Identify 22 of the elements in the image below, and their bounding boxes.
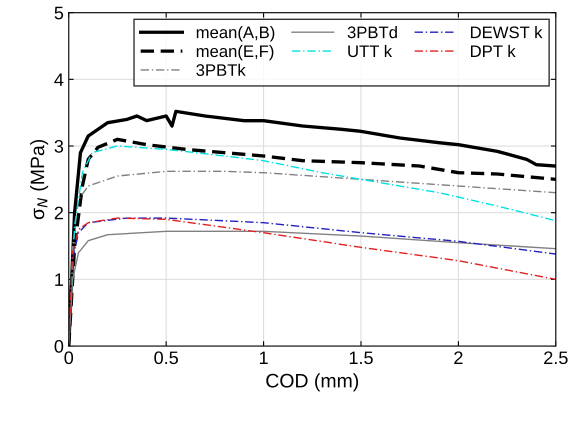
x-tick-label: 1.5 [350, 352, 373, 364]
y-tick-label: 1 [55, 273, 64, 286]
y-tick-label: 0 [54, 340, 64, 353]
x-tick-label: 2 [454, 351, 463, 364]
x-tick-label: 0 [64, 351, 74, 364]
legend-label: UTT k [348, 44, 392, 58]
legend-label: DEWST k [470, 26, 542, 38]
legend-label: mean(A,B) [196, 26, 274, 42]
legend-label: 3PBTd [348, 26, 397, 38]
legend-label: 3PBTk [196, 64, 246, 76]
line-series [72, 217, 556, 260]
y-axis-title: σ$_{N}$ (MPa) [30, 140, 48, 220]
y-tick-label: 4 [54, 73, 64, 86]
legend-label: DPT k [470, 44, 516, 57]
y-tick-label: 3 [54, 140, 64, 153]
y-tick-label: 2 [54, 206, 63, 220]
legend-label: mean(E,F) [196, 44, 274, 60]
x-tick-label: 2.5 [544, 351, 568, 364]
y-tick-label: 5 [54, 6, 64, 20]
x-tick-label: 1 [260, 352, 268, 364]
x-axis-title: COD (mm) [266, 373, 358, 392]
x-tick-label: 0.5 [154, 351, 178, 364]
